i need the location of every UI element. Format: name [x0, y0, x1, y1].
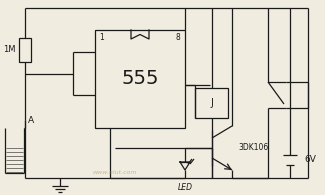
Text: LED: LED	[177, 183, 192, 191]
Bar	[19, 38, 31, 62]
Text: J: J	[210, 98, 213, 108]
Text: 3DK106: 3DK106	[239, 144, 269, 152]
Text: 8: 8	[176, 33, 180, 42]
Text: A: A	[28, 116, 34, 125]
Text: 6V: 6V	[304, 155, 316, 165]
Text: 555: 555	[121, 69, 159, 89]
Bar	[95, 30, 185, 128]
Text: www.elut.com: www.elut.com	[93, 169, 137, 175]
Text: 1M: 1M	[4, 45, 16, 54]
Text: 1: 1	[100, 33, 104, 42]
Bar	[195, 88, 228, 118]
